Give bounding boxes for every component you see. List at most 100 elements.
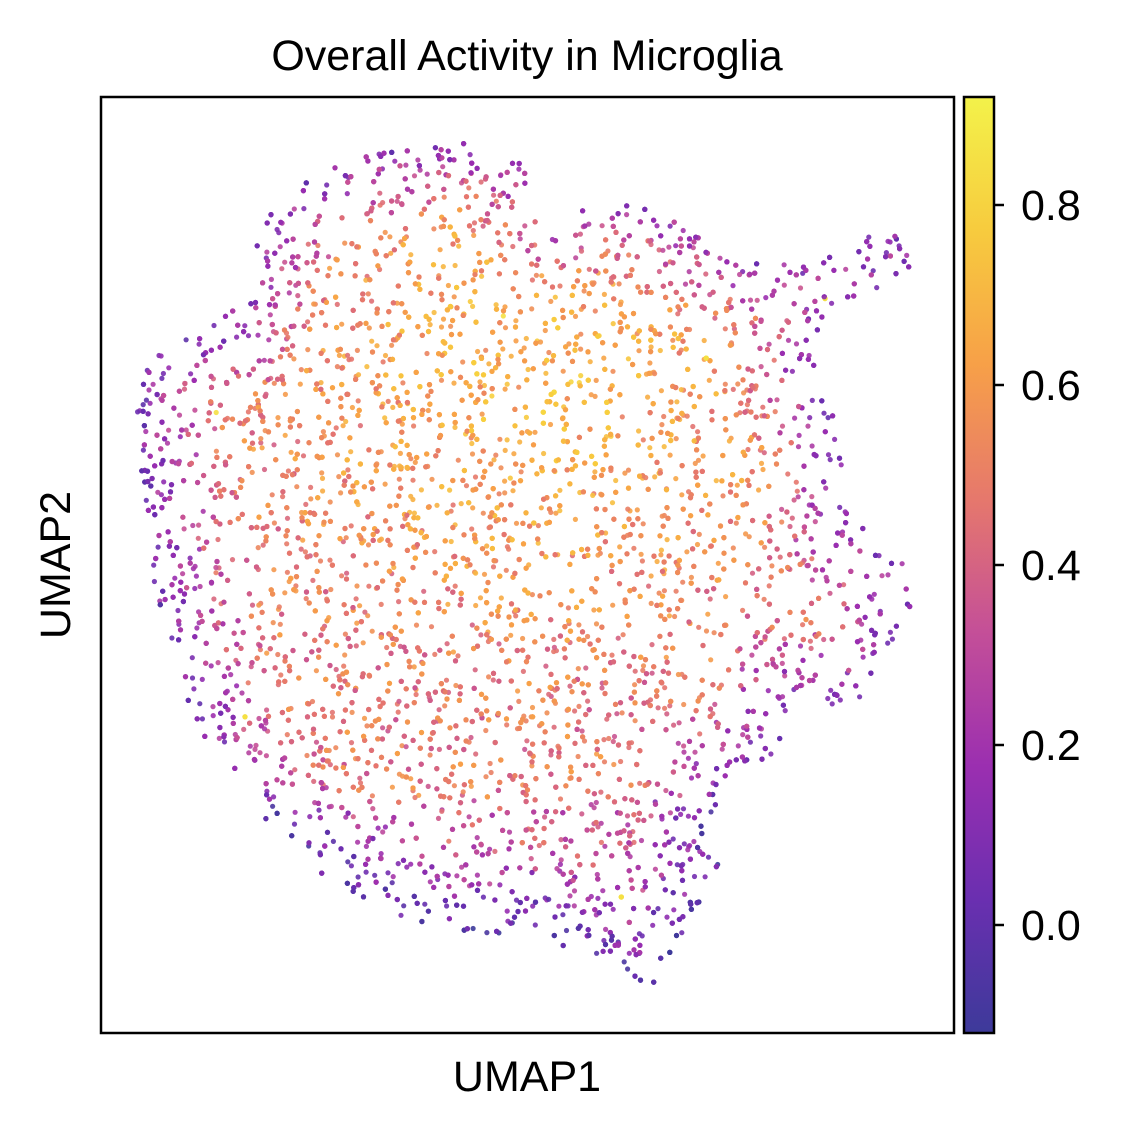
scatter-point — [307, 814, 313, 820]
scatter-point — [779, 694, 786, 700]
scatter-point — [649, 642, 655, 648]
scatter-point — [285, 468, 291, 474]
scatter-point — [726, 438, 733, 444]
scatter-point — [471, 798, 477, 804]
scatter-point — [664, 914, 670, 920]
scatter-point — [441, 194, 447, 200]
scatter-point — [829, 300, 835, 306]
scatter-point — [694, 541, 701, 548]
scatter-point — [640, 521, 646, 527]
scatter-point — [349, 404, 355, 411]
scatter-point — [280, 494, 286, 500]
scatter-point — [722, 326, 728, 332]
scatter-point — [610, 602, 616, 608]
scatter-point — [517, 236, 523, 242]
scatter-point — [532, 429, 538, 435]
scatter-point — [196, 546, 203, 552]
scatter-point — [674, 862, 680, 868]
scatter-point — [229, 557, 236, 563]
scatter-point — [429, 476, 435, 482]
scatter-point — [427, 322, 433, 328]
scatter-point — [829, 701, 835, 707]
scatter-point — [480, 510, 486, 516]
scatter-point — [191, 686, 197, 692]
scatter-point — [667, 452, 673, 458]
scatter-point — [542, 327, 548, 334]
scatter-point — [333, 745, 339, 751]
scatter-point — [319, 475, 326, 481]
scatter-point — [758, 364, 764, 370]
scatter-point — [681, 743, 687, 749]
scatter-point — [557, 861, 564, 868]
scatter-point — [181, 526, 187, 532]
scatter-point — [177, 434, 183, 440]
scatter-point — [460, 789, 466, 795]
scatter-point — [797, 643, 804, 649]
scatter-point — [364, 211, 370, 217]
scatter-point — [395, 861, 401, 867]
scatter-point — [513, 520, 520, 526]
scatter-point — [304, 752, 310, 759]
scatter-point — [348, 740, 355, 746]
scatter-point — [473, 602, 479, 609]
scatter-point — [483, 727, 489, 734]
scatter-point — [615, 635, 621, 641]
scatter-point — [685, 813, 692, 819]
scatter-point — [841, 582, 847, 588]
scatter-point — [411, 173, 418, 179]
scatter-point — [400, 380, 406, 386]
scatter-point — [264, 249, 270, 255]
scatter-point — [372, 872, 378, 878]
scatter-point — [487, 846, 493, 852]
scatter-point — [504, 381, 510, 387]
scatter-point — [685, 755, 692, 761]
scatter-point — [586, 221, 592, 227]
scatter-point — [730, 545, 736, 551]
scatter-point — [256, 602, 262, 608]
scatter-point — [614, 711, 620, 717]
scatter-point — [838, 462, 844, 468]
scatter-point — [403, 744, 409, 750]
scatter-point — [640, 437, 646, 443]
scatter-point — [661, 444, 667, 450]
scatter-point — [192, 585, 198, 592]
scatter-point — [508, 632, 514, 638]
scatter-point — [396, 698, 402, 704]
scatter-point — [688, 574, 695, 581]
scatter-point — [271, 442, 277, 448]
scatter-point — [418, 487, 424, 493]
scatter-point — [682, 281, 689, 287]
scatter-point — [479, 411, 485, 417]
scatter-point — [324, 182, 330, 188]
scatter-point — [510, 488, 516, 494]
scatter-point — [365, 542, 372, 548]
scatter-point — [825, 415, 831, 421]
scatter-point — [364, 364, 370, 370]
scatter-point — [334, 301, 340, 307]
scatter-point — [453, 682, 459, 689]
scatter-point — [636, 348, 642, 354]
scatter-point — [546, 896, 552, 902]
scatter-point — [508, 353, 514, 359]
chart-title: Overall Activity in Microglia — [271, 32, 782, 80]
scatter-point — [661, 588, 668, 594]
scatter-point — [213, 570, 219, 576]
scatter-point — [380, 200, 386, 206]
scatter-point — [200, 508, 206, 514]
scatter-point — [625, 822, 631, 828]
scatter-point — [295, 438, 301, 445]
scatter-point — [712, 701, 718, 708]
scatter-point — [616, 281, 622, 287]
scatter-point — [470, 505, 476, 511]
scatter-point — [327, 265, 333, 271]
scatter-point — [239, 690, 245, 696]
scatter-point — [532, 922, 538, 928]
scatter-point — [484, 930, 490, 936]
scatter-point — [160, 370, 166, 377]
scatter-point — [684, 413, 690, 419]
scatter-point — [808, 645, 814, 652]
scatter-point — [470, 925, 476, 932]
scatter-point — [458, 501, 464, 507]
scatter-point — [544, 710, 550, 716]
scatter-point — [452, 262, 458, 269]
